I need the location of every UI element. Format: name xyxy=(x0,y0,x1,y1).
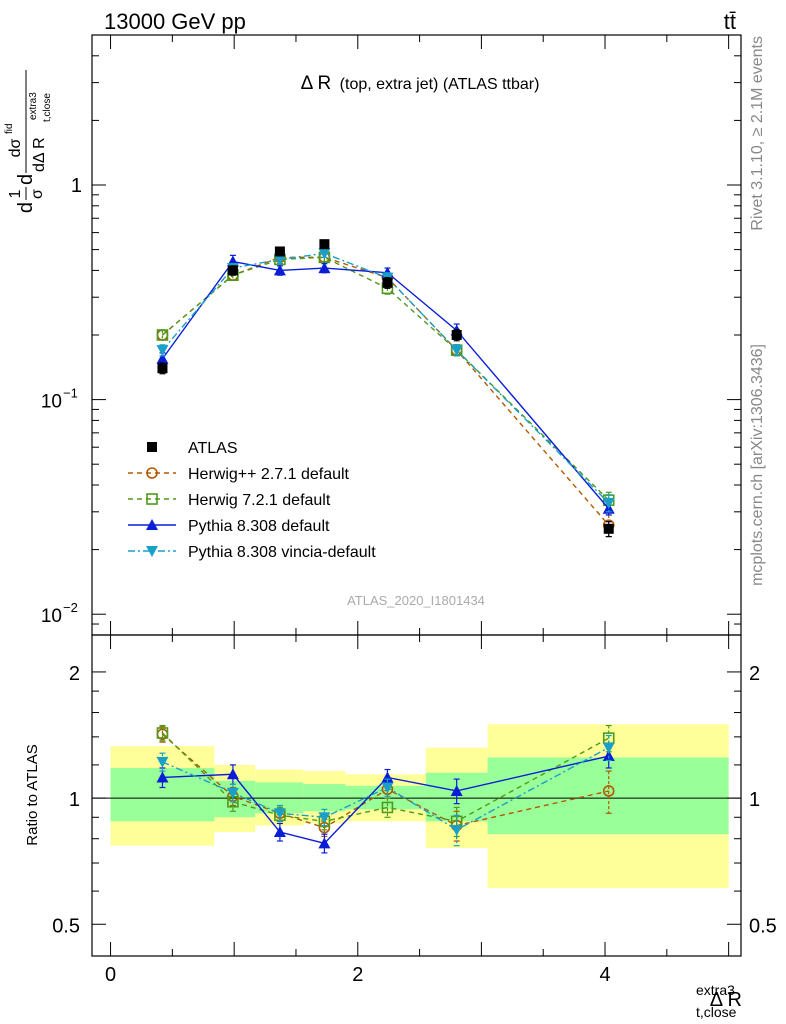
data-point xyxy=(602,785,615,797)
data-point xyxy=(273,254,286,266)
xlabel-sup: extra3 xyxy=(696,982,735,998)
ylabel-numer: dσ xyxy=(7,138,24,157)
data-point xyxy=(274,246,285,257)
legend-marker xyxy=(146,546,158,557)
legend-entry-herwig-2-7-1-default: Herwig++ 2.7.1 default xyxy=(128,466,350,483)
header-process: tt̄ xyxy=(724,9,736,34)
data-point xyxy=(226,768,239,780)
data-point xyxy=(450,784,463,796)
ratio-y-tick-label: 2 xyxy=(69,663,80,685)
ylabel-numer-sup: fid xyxy=(4,123,15,134)
legend-entry-pythia-8-308-default: Pythia 8.308 default xyxy=(128,518,330,535)
ratio-y-axis-label: Ratio to ATLAS xyxy=(24,744,41,845)
main-title: Δ R (top, extra jet) (ATLAS ttbar) xyxy=(301,73,540,94)
data-point xyxy=(156,771,169,783)
legend-label: Herwig 7.2.1 default xyxy=(188,492,331,509)
legend-marker xyxy=(146,519,158,530)
legend-entry-atlas: ATLAS xyxy=(147,440,238,457)
x-tick-label: 4 xyxy=(599,964,610,986)
legend-marker xyxy=(147,442,157,452)
ratio-y-tick-label-right: 2 xyxy=(749,663,760,685)
x-tick-label: 0 xyxy=(105,964,116,986)
series-atlas xyxy=(157,239,614,538)
ylabel-denom: dΔ R xyxy=(31,137,48,172)
data-point xyxy=(156,352,169,364)
ratio-y-tick-label-right: 0.5 xyxy=(749,915,777,937)
data-point xyxy=(603,523,614,534)
data-point xyxy=(226,787,239,799)
y-tick-label-exp: −1 xyxy=(63,386,78,401)
ratio-y-tick-label-right: 1 xyxy=(749,789,760,811)
data-point xyxy=(381,801,394,814)
legend-entry-pythia-8-308-vincia-default: Pythia 8.308 vincia-default xyxy=(128,544,376,561)
ratio-panel-plot xyxy=(156,724,615,854)
axes-frames: 110 −110 −20.5 0.51 12 20 2 4 xyxy=(41,34,777,986)
side-rivet: Rivet 3.1.10, ≥ 2.1M events xyxy=(749,36,766,231)
xlabel-main: Δ R xyxy=(710,989,742,1011)
ylabel-frac-num: 1 xyxy=(7,189,24,198)
y-tick-label: 10 xyxy=(41,606,62,627)
data-point xyxy=(156,727,169,739)
data-point xyxy=(451,330,462,340)
data-point xyxy=(273,808,286,820)
x-axis-label: Δ R xyxy=(710,989,742,1011)
ratio-panel-frame xyxy=(91,634,742,957)
main-title-main: Δ R xyxy=(301,73,332,94)
data-point xyxy=(227,265,238,276)
data-point xyxy=(450,824,463,836)
series-pythia-8-308-vincia-default xyxy=(156,734,615,847)
data-point xyxy=(318,812,331,824)
legend-marker xyxy=(146,493,158,505)
series-line-herwig-2-7-1-default xyxy=(162,256,610,526)
legend-label: Pythia 8.308 default xyxy=(188,518,330,535)
data-point xyxy=(273,826,286,838)
data-point xyxy=(273,264,286,276)
ylabel-denom-sub: t,close xyxy=(42,93,53,122)
side-mcplots: mcplots.cern.ch [arXiv:1306.3436] xyxy=(749,344,766,586)
data-point xyxy=(450,345,463,357)
ratio-panel-background xyxy=(92,724,741,889)
legend-label: Herwig++ 2.7.1 default xyxy=(188,466,350,483)
data-point xyxy=(318,248,331,260)
data-point xyxy=(318,837,331,849)
legend-label: ATLAS xyxy=(188,440,238,457)
ratio-y-tick-label: 0.5 xyxy=(52,915,80,937)
watermark: ATLAS_2020_I1801434 xyxy=(347,593,485,608)
legend-marker xyxy=(146,467,158,479)
data-point xyxy=(602,750,615,762)
legend: ATLAS Herwig++ 2.7.1 default Herwig 7.2.1 … xyxy=(128,440,376,561)
data-point xyxy=(382,277,393,288)
data-point xyxy=(156,756,169,768)
data-point xyxy=(319,239,330,250)
data-point xyxy=(602,742,615,754)
main-panel-plot xyxy=(156,239,615,538)
legend-entry-herwig-7-2-1-default: Herwig 7.2.1 default xyxy=(128,492,331,509)
ylabel-d1: d xyxy=(15,202,37,213)
y-tick-label: 1 xyxy=(71,175,82,197)
main-title-sub: (top, extra jet) (ATLAS ttbar) xyxy=(340,76,540,93)
header-energy: 13000 GeV pp xyxy=(104,9,246,34)
xlabel-sub: t,close xyxy=(696,1004,737,1020)
legend-label: Pythia 8.308 vincia-default xyxy=(188,544,376,561)
y-tick-label-exp: −2 xyxy=(63,600,78,615)
ylabel-denom-sup: extra3 xyxy=(28,92,39,120)
data-point xyxy=(156,345,169,357)
main-y-axis-label: d 1 σ d dσ fid dΔ R t,close extra3 xyxy=(4,70,53,213)
data-point xyxy=(157,363,168,374)
data-point xyxy=(156,329,169,341)
data-point xyxy=(381,771,394,783)
x-tick-label: 2 xyxy=(352,964,363,986)
data-point xyxy=(381,782,394,794)
data-point xyxy=(602,497,615,509)
data-point xyxy=(318,262,331,274)
y-tick-label: 10 xyxy=(41,392,62,413)
ylabel-sigma: σ xyxy=(29,189,46,199)
ratio-y-tick-label: 1 xyxy=(69,789,80,811)
ylabel-d2: d xyxy=(15,174,37,185)
